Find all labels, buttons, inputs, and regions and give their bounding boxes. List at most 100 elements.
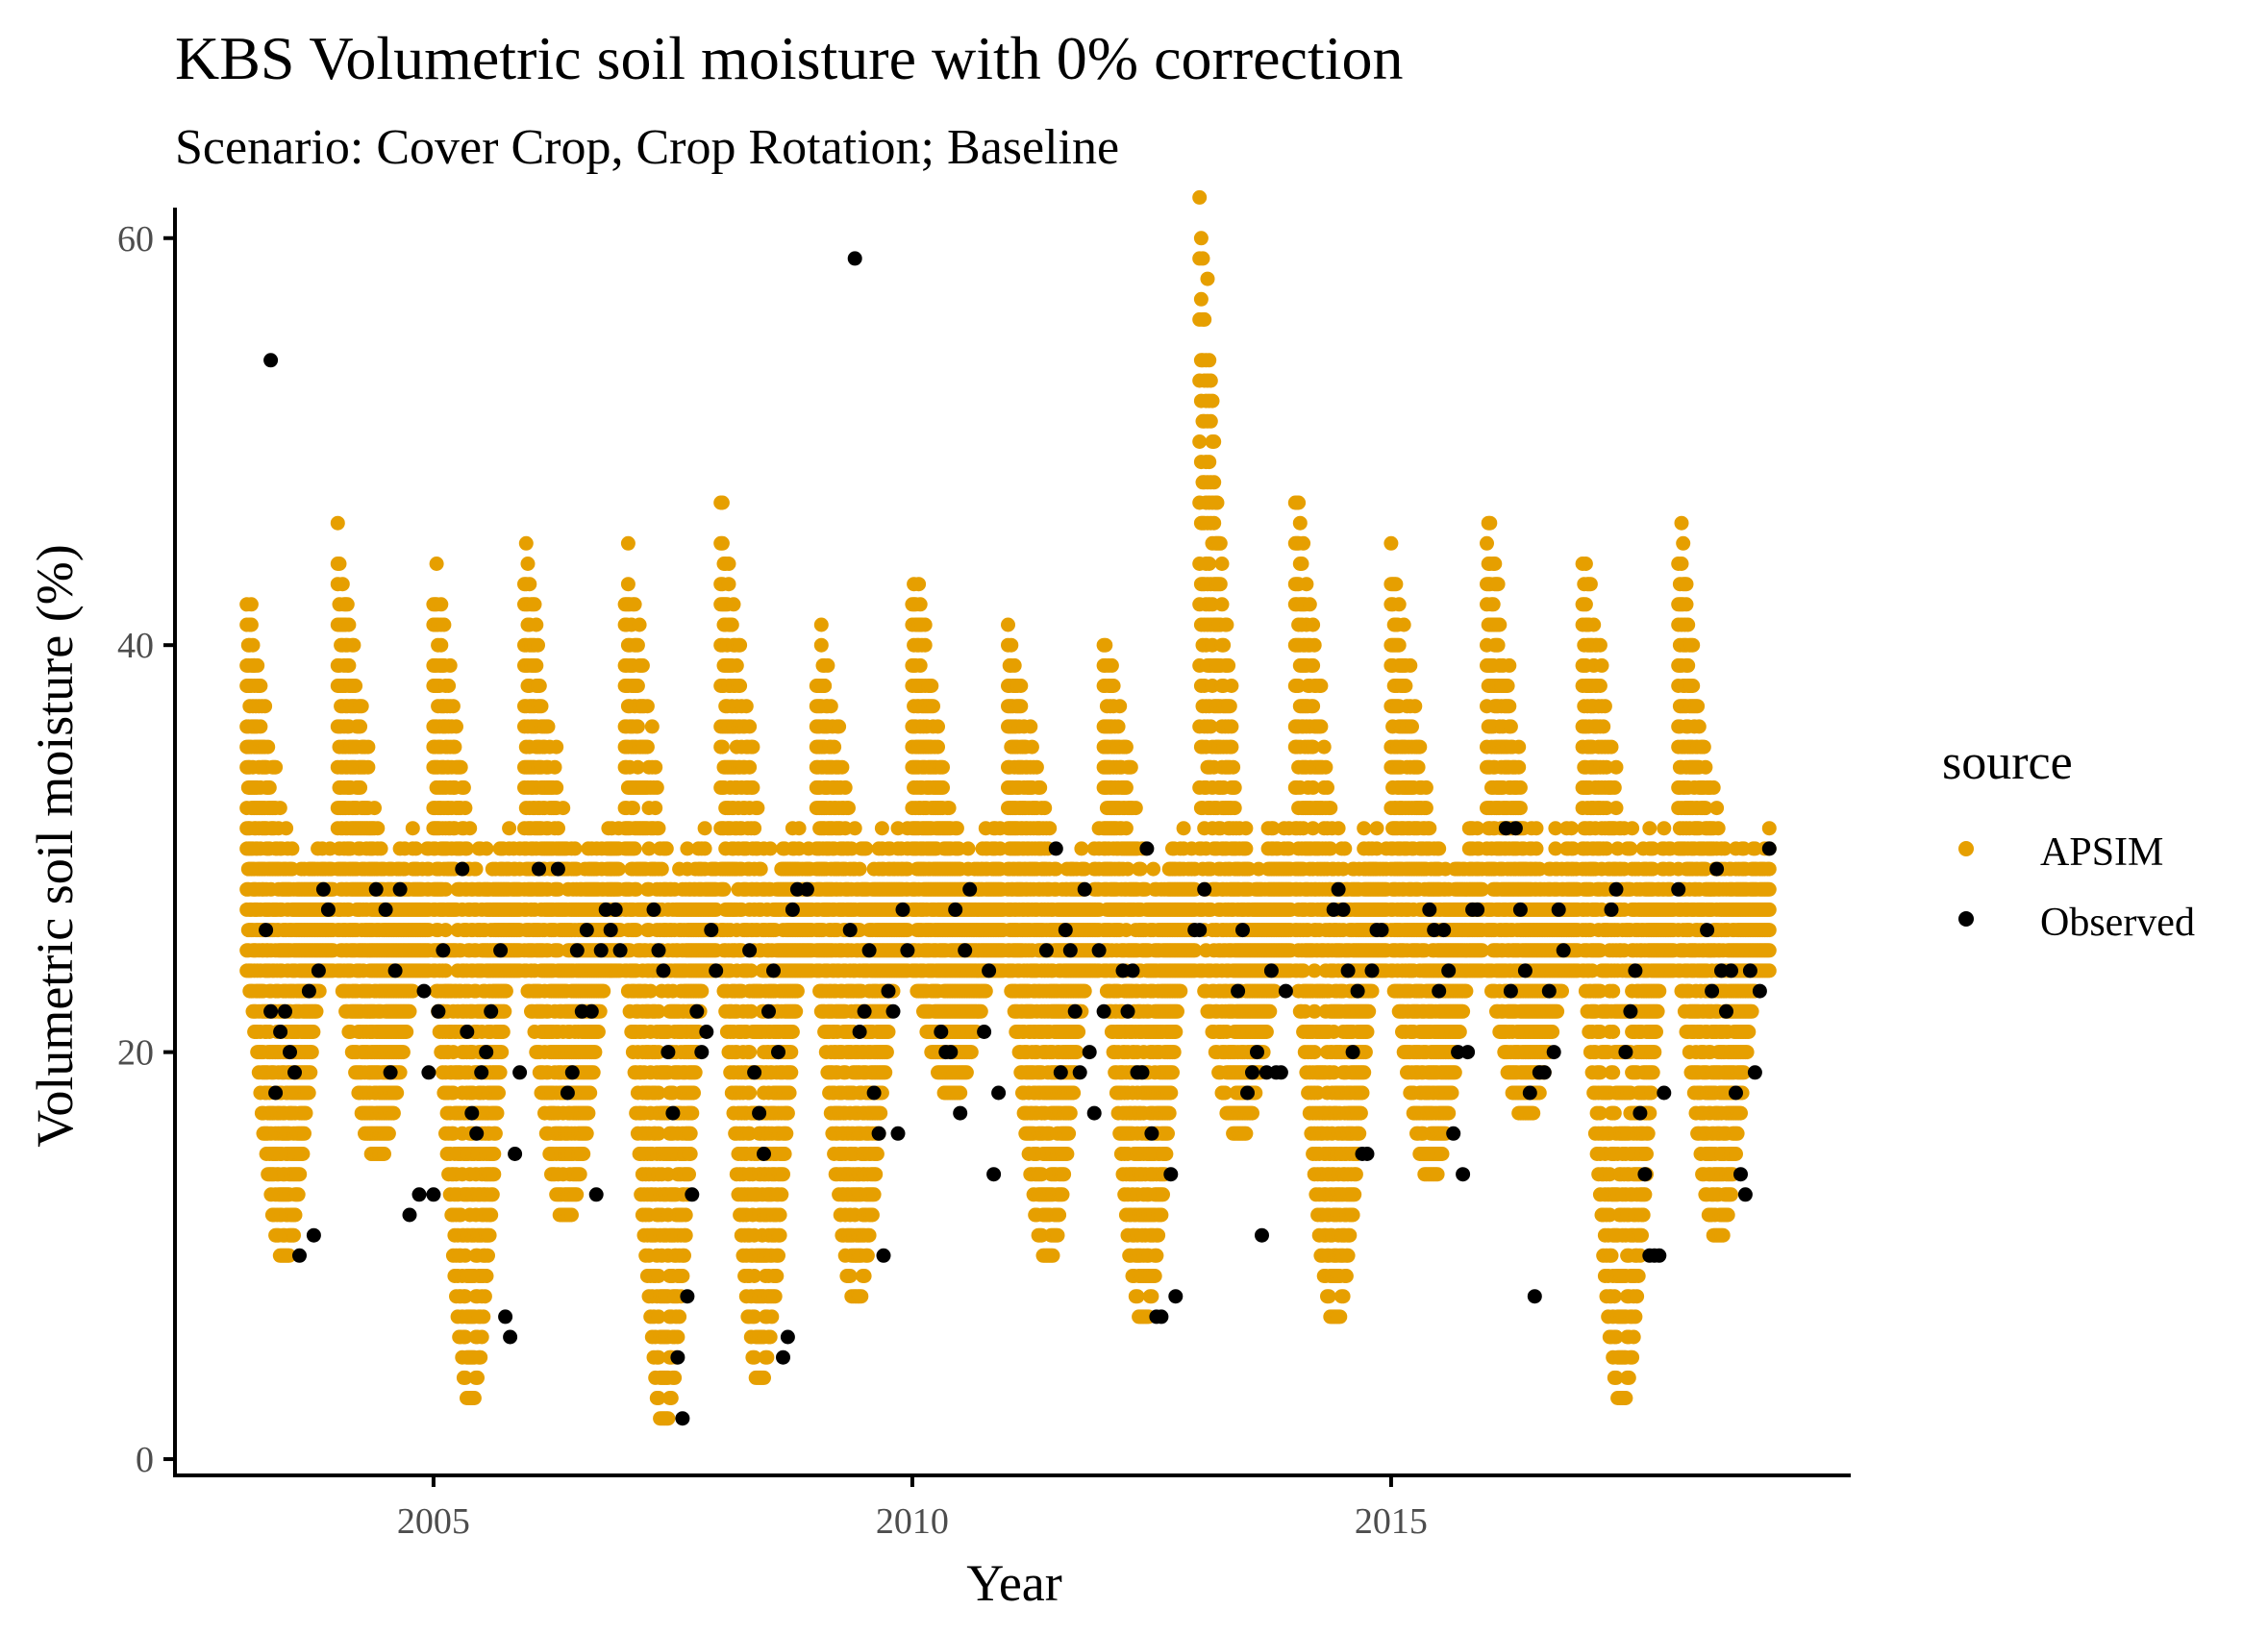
apsim-point (438, 923, 453, 938)
apsim-point (495, 1025, 511, 1039)
apsim-point (279, 821, 294, 836)
apsim-point (486, 1167, 502, 1182)
apsim-point (590, 1025, 606, 1039)
apsim-point (353, 719, 368, 734)
apsim-point (630, 637, 645, 653)
apsim-point (820, 657, 835, 673)
apsim-point (373, 841, 388, 856)
apsim-point (635, 657, 650, 673)
apsim-point (261, 739, 276, 755)
apsim-point (287, 1227, 301, 1243)
apsim-point (879, 1045, 894, 1060)
apsim-point (784, 1065, 799, 1080)
apsim-point (518, 535, 534, 551)
plot-area (239, 189, 1777, 1426)
apsim-point (729, 657, 744, 673)
apsim-point (625, 801, 640, 816)
apsim-point (346, 637, 361, 653)
apsim-point (272, 801, 287, 816)
apsim-point (832, 719, 847, 734)
apsim-point (354, 699, 369, 714)
apsim-point (449, 719, 463, 734)
apsim-point (774, 1187, 789, 1202)
apsim-point (486, 1147, 502, 1161)
apsim-point (757, 1370, 771, 1385)
apsim-point (395, 1045, 411, 1060)
apsim-point (339, 597, 355, 612)
apsim-point (678, 1227, 693, 1243)
apsim-point (581, 1105, 596, 1121)
apsim-point (341, 657, 357, 673)
apsim-point (567, 841, 583, 856)
apsim-point (842, 1269, 858, 1283)
apsim-point (470, 1370, 485, 1385)
apsim-point (409, 841, 424, 856)
apsim-point (474, 1329, 489, 1345)
apsim-point (243, 617, 259, 632)
apsim-point (458, 1329, 473, 1345)
apsim-point (813, 637, 829, 653)
apsim-point (733, 679, 748, 693)
apsim-point (341, 617, 357, 632)
apsim-point (476, 1309, 491, 1325)
apsim-point (253, 679, 268, 693)
apsim-point (487, 1126, 503, 1141)
apsim-point (434, 597, 449, 612)
apsim-point (716, 881, 732, 897)
apsim-point (253, 719, 268, 734)
apsim-point (912, 657, 928, 673)
apsim-point (456, 780, 471, 795)
apsim-point (531, 637, 545, 653)
apsim-point (777, 1147, 792, 1161)
apsim-point (648, 801, 663, 816)
apsim-point (479, 1269, 494, 1283)
apsim-point (771, 1248, 785, 1263)
apsim-point (298, 1105, 313, 1121)
apsim-point (479, 841, 494, 856)
apsim-point (332, 557, 347, 571)
apsim-point (520, 557, 536, 571)
apsim-point (779, 1126, 794, 1141)
apsim-point (776, 1167, 790, 1182)
apsim-point (489, 1105, 505, 1121)
apsim-point (583, 1085, 598, 1101)
apsim-point (627, 841, 642, 856)
apsim-point (651, 821, 666, 836)
chart-title: KBS Volumetric soil moisture with 0% cor… (175, 24, 1404, 92)
apsim-point (258, 699, 273, 714)
apsim-point (361, 739, 376, 755)
apsim-point (429, 557, 444, 571)
apsim-point (686, 1085, 701, 1101)
apsim-point (348, 679, 363, 693)
apsim-point (747, 821, 762, 836)
apsim-point (697, 841, 712, 856)
apsim-point (912, 597, 928, 612)
apsim-point (685, 1105, 700, 1121)
apsim-point (477, 1289, 492, 1304)
apsim-point (498, 983, 513, 999)
apsim-point (683, 1147, 698, 1161)
apsim-point (522, 577, 537, 592)
apsim-point (687, 1065, 703, 1080)
apsim-point (620, 577, 636, 592)
apsim-point (677, 1248, 691, 1263)
apsim-point (866, 1187, 882, 1202)
apsim-point (738, 699, 754, 714)
apsim-point (292, 1167, 308, 1182)
apsim-point (353, 780, 368, 795)
apsim-point (453, 759, 468, 775)
apsim-point (436, 617, 452, 632)
apsim-point (297, 1126, 312, 1141)
apsim-point (857, 1269, 872, 1283)
apsim-point (750, 801, 765, 816)
apsim-point (330, 515, 345, 531)
apsim-point (287, 1207, 303, 1223)
apsim-point (473, 1349, 488, 1365)
apsim-point (630, 719, 645, 734)
apsim-point (312, 983, 327, 999)
apsim-point (782, 1085, 797, 1101)
apsim-point (672, 1309, 687, 1325)
apsim-point (370, 821, 386, 836)
apsim-point (780, 1105, 795, 1121)
apsim-point (726, 597, 741, 612)
